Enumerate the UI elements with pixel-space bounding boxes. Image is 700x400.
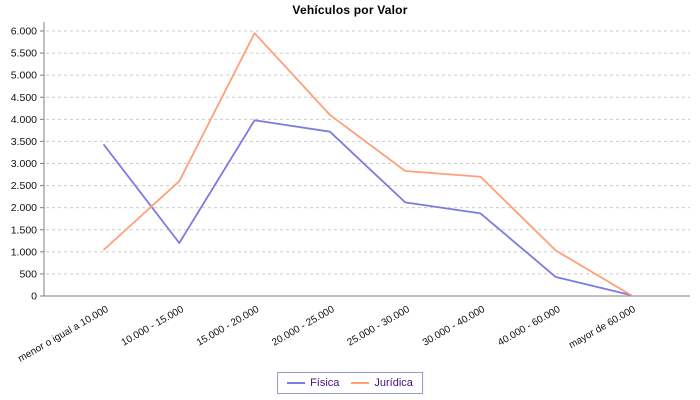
chart-legend: Física Jurídica [277, 372, 423, 394]
y-tick-label: 0 [31, 291, 37, 303]
y-tick-label: 1.500 [11, 224, 37, 236]
x-category-label: 25.000 - 30.000 [346, 304, 413, 349]
y-tick-label: 3.500 [11, 136, 37, 148]
x-category-label: menor o igual a 10.000 [16, 304, 110, 365]
x-category-label: 10.000 - 15.000 [120, 304, 187, 349]
y-tick-label: 2.500 [11, 180, 37, 192]
y-tick-label: 5.500 [11, 48, 37, 60]
legend-label: Jurídica [374, 377, 413, 389]
chart-title: Vehículos por Valor [292, 3, 408, 17]
legend-label: Física [310, 377, 340, 389]
legend-line-swatch [351, 382, 370, 384]
y-tick-label: 3.000 [11, 158, 37, 170]
y-tick-label: 4.000 [11, 114, 37, 126]
legend-item-juridica: Jurídica [351, 377, 413, 389]
series-line-juridica [103, 32, 632, 297]
legend-item-fisica: Física [287, 377, 339, 389]
y-tick-label: 5.000 [11, 70, 37, 82]
x-category-label: 20.000 - 25.000 [270, 304, 337, 349]
y-tick-label: 1.000 [11, 246, 37, 258]
x-category-label: mayor de 60.000 [567, 304, 638, 351]
legend-line-swatch [287, 382, 306, 384]
series-line-fisica [103, 119, 632, 297]
x-category-label: 30.000 - 40.000 [421, 304, 488, 349]
y-tick-label: 2.000 [11, 202, 37, 214]
y-tick-label: 500 [19, 268, 37, 280]
x-category-label: 40.000 - 60.000 [496, 304, 563, 349]
y-tick-label: 6.000 [11, 26, 37, 38]
y-tick-label: 4.500 [11, 92, 37, 104]
x-category-label: 15.000 - 20.000 [195, 304, 262, 349]
